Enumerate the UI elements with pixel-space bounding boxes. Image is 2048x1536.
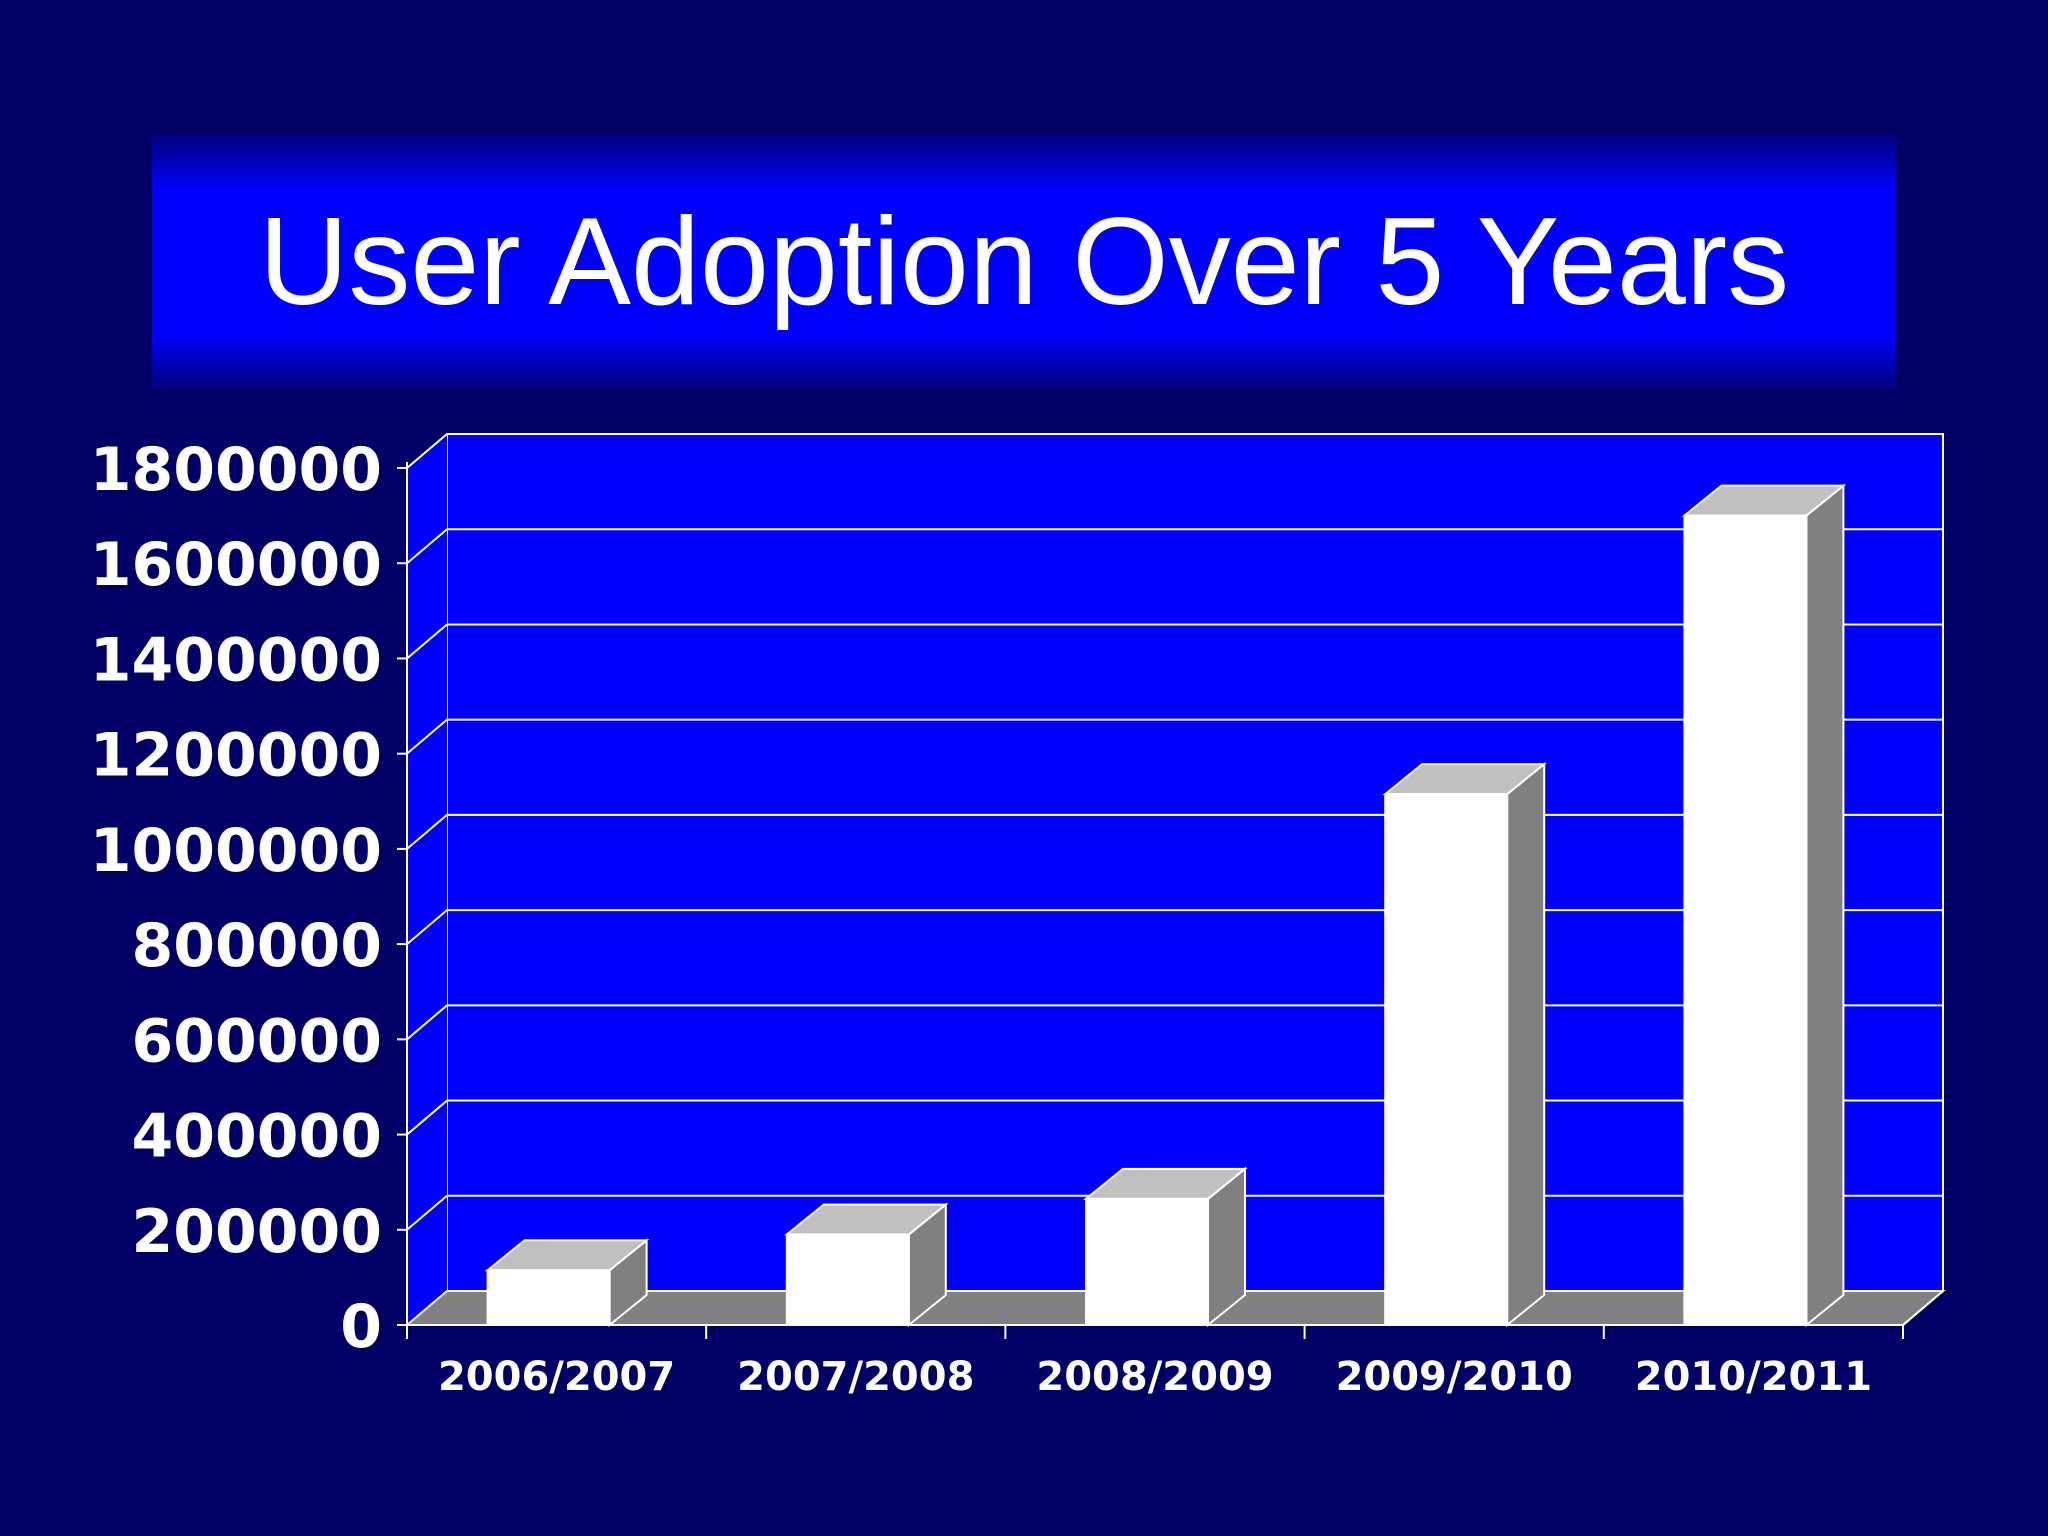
y-tick-label: 600000 xyxy=(132,1006,383,1076)
y-tick-label: 0 xyxy=(340,1292,382,1362)
bar xyxy=(1384,793,1509,1326)
y-tick-label: 1400000 xyxy=(90,625,382,695)
y-tick-label: 200000 xyxy=(132,1197,383,1267)
bar xyxy=(1683,514,1808,1326)
bars xyxy=(484,483,1847,1328)
bar-side xyxy=(1805,483,1845,1328)
y-tick-label: 800000 xyxy=(132,911,383,981)
x-tick-labels: 2006/2007 2007/2008 2008/2009 2009/2010 2010… xyxy=(438,1354,1872,1400)
bar xyxy=(486,1269,611,1326)
gridline xyxy=(406,528,1943,564)
x-tick-label: 2010/2011 xyxy=(1635,1354,1872,1400)
y-tick-label: 1600000 xyxy=(90,530,382,600)
bar xyxy=(785,1233,910,1327)
y-tick-label: 1000000 xyxy=(90,816,382,886)
x-tick-label: 2007/2008 xyxy=(737,1354,974,1400)
x-axis-depth-line xyxy=(1902,1290,1944,1326)
y-tick-labels: 0 200000 400000 600000 800000 1000000 1200000 1… xyxy=(90,435,382,1362)
plot-side-wall xyxy=(407,434,447,1325)
x-tick-label: 2006/2007 xyxy=(438,1354,675,1400)
y-tick-label: 1800000 xyxy=(90,435,382,505)
x-tick-label: 2008/2009 xyxy=(1036,1354,1273,1400)
gridline xyxy=(406,623,1943,660)
gridline xyxy=(406,718,1943,755)
y-tick-label: 1200000 xyxy=(90,721,382,791)
x-tick-label: 2009/2010 xyxy=(1336,1354,1573,1400)
slide-title: User Adoption Over 5 Years xyxy=(258,193,1790,331)
title-band: User Adoption Over 5 Years xyxy=(152,136,1896,388)
y-tick-label: 400000 xyxy=(132,1102,383,1172)
gridline xyxy=(406,433,1943,469)
bar-side xyxy=(1506,762,1546,1328)
bar xyxy=(1085,1197,1209,1327)
